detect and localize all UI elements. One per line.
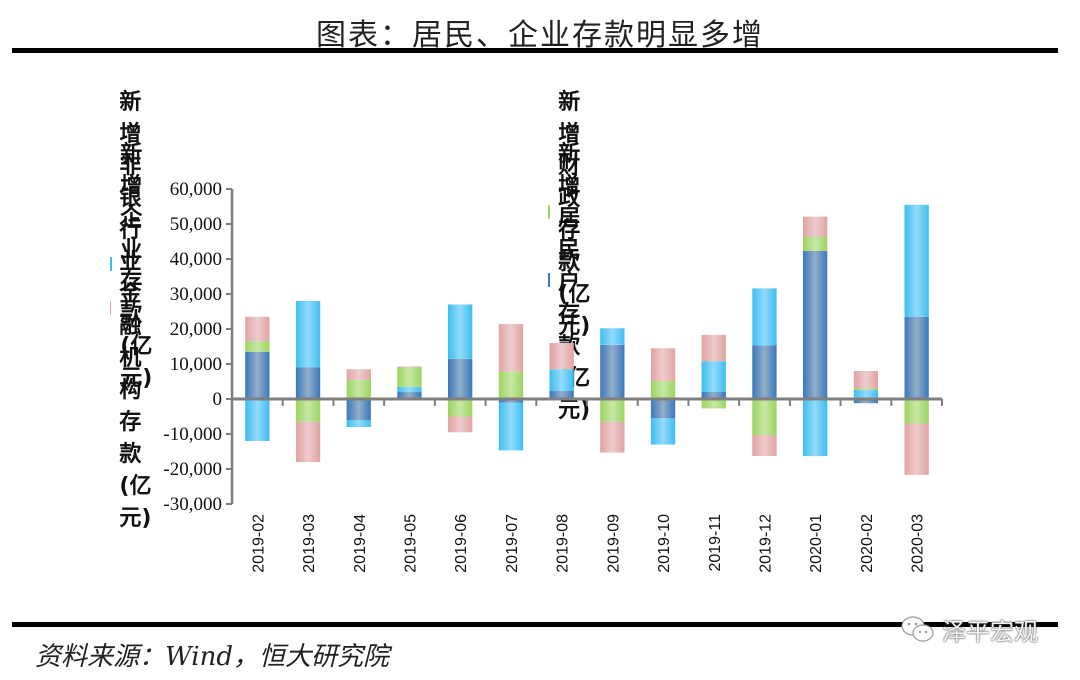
bar-resident-2019-09 [600,344,625,400]
bar-resident-2019-12 [752,345,777,399]
bar-resident-2019-02 [245,351,270,400]
bar-corporate-2019-04 [346,420,371,427]
bar-resident-2019-05 [397,392,422,399]
bar-nonbank-2019-02 [245,316,270,342]
legend-swatch-resident [548,273,551,287]
bar-resident-2019-03 [295,367,321,399]
bar-corporate-2019-06 [448,304,473,359]
bars-layer [245,204,929,475]
bar-fiscal-2019-09 [600,399,625,422]
legend-swatch-corporate [110,257,113,271]
x-tick-label: 2020-01 [808,514,825,573]
chart-title: 图表：居民、企业存款明显多增 [316,18,764,53]
bar-nonbank-2019-05 [397,366,422,368]
bar-fiscal-2019-03 [295,399,321,422]
bar-fiscal-2019-05 [397,367,422,387]
bar-fiscal-2020-03 [904,399,929,424]
bar-nonbank-2019-12 [752,435,777,456]
bar-corporate-2020-03 [904,204,929,317]
x-tick-label: 2019-02 [250,514,267,573]
watermark: 泽平宏观 [900,612,1038,647]
bar-corporate-2019-03 [295,301,321,368]
legend-item-corporate: 新增企业存款(亿元) [110,136,161,392]
bar-resident-2019-11 [701,392,726,399]
x-tick-label: 2019-10 [656,514,673,573]
bar-nonbank-2019-06 [448,416,473,433]
x-tick-label: 2019-05 [403,514,420,573]
y-tick-label: 60,000 [170,179,222,200]
y-tick-label: 0 [213,389,223,410]
bar-fiscal-2019-10 [650,380,676,399]
bar-corporate-2020-02 [853,389,879,399]
bar-nonbank-2020-01 [803,216,828,237]
x-tick-label: 2020-03 [910,514,927,573]
bar-nonbank-2019-07 [498,324,524,372]
watermark-text: 泽平宏观 [942,618,1038,646]
bar-corporate-2019-07 [498,402,524,451]
y-tick-label: 30,000 [170,284,222,305]
bar-corporate-2019-02 [245,399,270,441]
bar-corporate-2020-01 [803,399,828,457]
y-tick-label: -10,000 [163,424,222,445]
x-tick-label: 2019-07 [504,514,521,573]
y-tick-label: -20,000 [163,459,222,480]
bar-corporate-2019-09 [600,328,625,345]
bar-nonbank-2019-08 [549,343,574,370]
y-tick-label: 20,000 [170,319,222,340]
bar-fiscal-2019-11 [701,399,726,409]
x-tick-label: 2020-02 [859,514,876,573]
bar-resident-2020-02 [853,399,879,404]
y-tick-label: 10,000 [170,354,222,375]
x-tick-label: 2019-04 [352,514,369,573]
bar-corporate-2019-08 [549,369,574,391]
y-tick-label: 40,000 [170,249,222,270]
source-note: 资料来源：Wind，恒大研究院 [35,642,389,672]
bar-resident-2020-03 [904,316,929,400]
x-tick-label: 2019-03 [301,514,318,573]
bar-fiscal-2019-04 [346,379,371,400]
x-tick-label: 2019-06 [453,514,470,573]
bar-corporate-2019-11 [701,361,726,392]
bar-resident-2019-10 [650,399,676,419]
bar-nonbank-2020-02 [853,371,879,389]
bar-nonbank-2020-03 [904,423,929,475]
bar-corporate-2019-10 [650,418,676,445]
bar-fiscal-2020-01 [803,236,828,251]
bar-resident-2019-04 [346,399,371,420]
legend-item-nonbank: 新增非银行业金融机构存款(亿元) [110,84,161,532]
x-tick-label: 2019-12 [758,514,775,573]
x-tick-label: 2019-08 [555,514,572,573]
bar-nonbank-2019-09 [600,421,625,453]
footer-divider [12,622,1058,627]
bar-corporate-2019-05 [397,386,422,393]
y-tick-label: -30,000 [163,494,222,515]
bar-fiscal-2019-06 [448,399,473,417]
bar-nonbank-2019-10 [650,348,676,381]
y-tick-label: 50,000 [170,214,222,235]
legend-label-corporate: 新增企业存款(亿元) [120,142,153,391]
bar-fiscal-2019-07 [498,371,524,399]
legend-item-fiscal: 新增财政存款(亿元) [548,84,599,340]
bar-resident-2020-01 [803,250,828,399]
bar-nonbank-2019-11 [701,334,726,362]
title-divider [12,48,1058,53]
bar-fiscal-2020-02 [853,388,879,390]
x-tick-label: 2019-09 [605,514,622,573]
bar-nonbank-2019-03 [295,421,321,463]
bar-nonbank-2019-04 [346,369,371,380]
legend-swatch-fiscal [548,205,551,219]
x-tick-label: 2019-11 [707,514,724,572]
bar-corporate-2019-12 [752,288,777,346]
legend-label-fiscal: 新增财政存款(亿元) [558,90,591,339]
wechat-icon [901,615,934,642]
axes-layer: 60,000 50,000 40,000 30,000 20,000 10,000 0 -10… [163,179,943,573]
bar-fiscal-2019-02 [245,341,270,352]
bar-resident-2019-06 [448,358,473,400]
legend-label-nonbank: 新增非银行业金融机构存款(亿元) [119,90,152,531]
bar-resident-2019-08 [549,390,574,399]
legend-swatch-nonbank [110,301,112,315]
bar-fiscal-2019-12 [752,399,777,435]
bar-resident-2019-07 [498,399,524,403]
